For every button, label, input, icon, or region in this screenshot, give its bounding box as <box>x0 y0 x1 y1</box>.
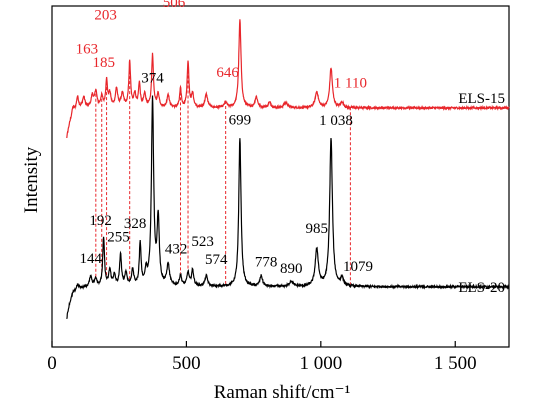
peak-label: 163 <box>76 41 99 57</box>
series-line-els-20 <box>66 95 510 320</box>
peak-label: 1 038 <box>319 113 353 129</box>
peak-label: 778 <box>255 255 278 271</box>
peak-label: 506 <box>163 0 186 11</box>
peak-label: 144 <box>79 251 102 267</box>
series-labels: ELS-15 ELS-20 <box>458 91 505 296</box>
peak-label: 192 <box>89 213 112 229</box>
peak-label: 255 <box>107 229 130 245</box>
peak-label: 374 <box>141 71 164 87</box>
x-tick-label: 500 <box>172 353 201 374</box>
peak-label: 185 <box>92 55 115 71</box>
series-line-els-15 <box>66 19 510 139</box>
peak-labels: 1631852032894785066461 11014419225532837… <box>76 0 373 277</box>
peak-label: 646 <box>216 65 239 81</box>
peak-label: 1079 <box>343 259 373 275</box>
plot-frame <box>51 5 510 348</box>
plot-border <box>51 5 510 348</box>
peak-label: 523 <box>191 234 214 250</box>
x-axis: 0 500 1 000 1 500 <box>47 341 477 374</box>
peak-label: 328 <box>124 216 147 232</box>
reference-lines <box>95 60 351 286</box>
x-tick-label: 1 000 <box>299 353 342 374</box>
x-tick-label: 0 <box>47 353 57 374</box>
peak-label: 985 <box>306 221 329 237</box>
peak-label: 574 <box>205 252 228 268</box>
peak-label: 699 <box>229 112 252 128</box>
y-axis-label: Intensity <box>21 146 42 213</box>
peak-label: 1 110 <box>334 75 367 91</box>
series-name-label: ELS-20 <box>458 280 505 296</box>
peak-label: 890 <box>280 261 303 277</box>
x-tick-label: 1 500 <box>434 353 477 374</box>
peak-label: 203 <box>94 7 117 23</box>
spectrum-traces <box>66 19 510 320</box>
x-axis-label: Raman shift/cm⁻¹ <box>214 382 351 403</box>
series-name-label: ELS-15 <box>458 91 505 107</box>
peak-label: 432 <box>165 241 188 257</box>
